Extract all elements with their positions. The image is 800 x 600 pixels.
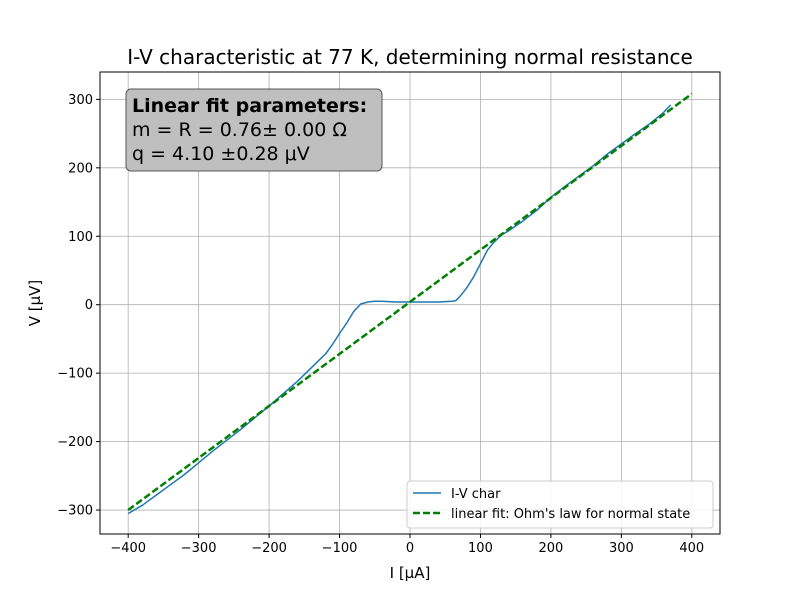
y-tick-label: 100	[68, 230, 93, 245]
legend: I-V char linear fit: Ohm's law for norma…	[406, 480, 714, 529]
x-tick-label: −100	[322, 541, 358, 556]
annotation-box: Linear fit parameters: m = R = 0.76± 0.0…	[125, 88, 383, 172]
y-tick-label: −200	[57, 435, 93, 450]
y-tick-label: −300	[57, 504, 93, 519]
y-tick-label: 300	[68, 93, 93, 108]
x-tick-label: 0	[406, 541, 414, 556]
x-tick-label: −400	[110, 541, 146, 556]
series	[127, 92, 693, 515]
legend-frame	[406, 480, 714, 529]
annotation-title: Linear fit parameters:	[132, 95, 367, 117]
x-axis-label: I [μA]	[390, 564, 431, 582]
annotation-line-1: m = R = 0.76± 0.00 Ω	[132, 119, 347, 141]
x-tick-label: 400	[679, 541, 704, 556]
grid	[100, 72, 720, 534]
y-axis-label: V [μV]	[26, 280, 44, 327]
legend-label-linear-fit: linear fit: Ohm's law for normal state	[451, 507, 690, 522]
y-tick-label: 200	[68, 161, 93, 176]
legend-label-iv-char: I-V char	[451, 487, 501, 502]
x-tick-label: 200	[538, 541, 563, 556]
x-tick-label: 300	[609, 541, 634, 556]
x-tick-label: −300	[181, 541, 217, 556]
chart-title: I-V characteristic at 77 K, determining …	[127, 45, 693, 69]
y-tick-label: 0	[85, 298, 93, 313]
annotation-background	[125, 88, 383, 172]
ticks: −400 −300 −200 −100 0 100 200 300 400 −300 −200 −10…	[57, 93, 704, 556]
x-tick-label: −200	[251, 541, 287, 556]
y-tick-label: −100	[57, 367, 93, 382]
annotation-line-2: q = 4.10 ±0.28 μV	[132, 143, 310, 165]
x-tick-label: 100	[468, 541, 493, 556]
series-line-linear-fit	[127, 92, 693, 512]
